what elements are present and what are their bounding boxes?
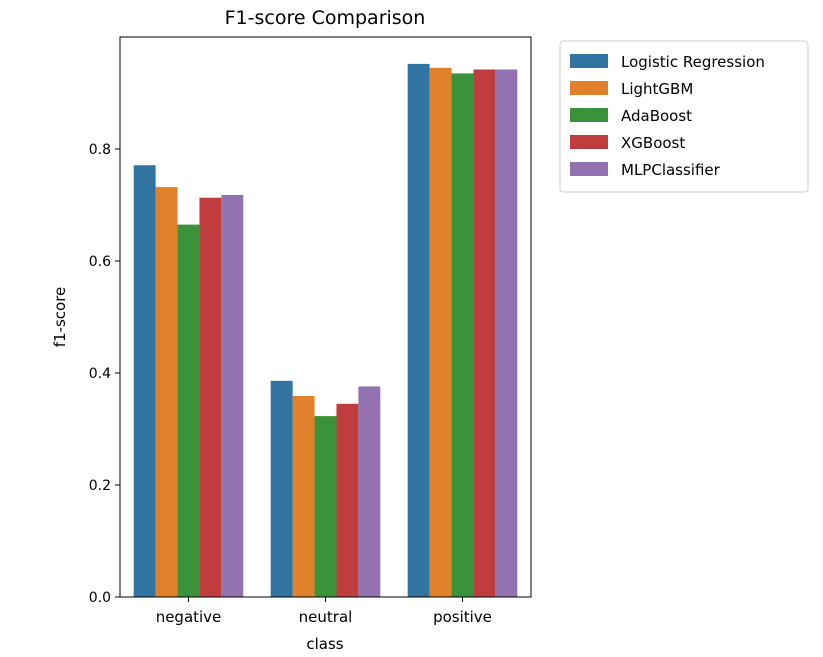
bar-logistic-regression-negative bbox=[133, 165, 156, 598]
plot-frame bbox=[119, 36, 532, 598]
legend: Logistic Regression LightGBM AdaBoost XGBoo… bbox=[559, 40, 809, 193]
bar-lightgbm-negative bbox=[155, 187, 178, 597]
legend-frame bbox=[559, 40, 809, 193]
bar-adaboost-neutral bbox=[314, 416, 337, 597]
legend-label: MLPClassifier bbox=[621, 161, 721, 179]
bar-adaboost-negative bbox=[177, 224, 200, 597]
chart-title: F1-score Comparison bbox=[225, 7, 426, 29]
x-axis-label: class bbox=[306, 635, 343, 653]
x-axis: negative neutral positive bbox=[156, 597, 492, 626]
y-axis-label: f1-score bbox=[51, 287, 69, 348]
legend-label: LightGBM bbox=[621, 80, 693, 98]
legend-label: Logistic Regression bbox=[621, 53, 765, 71]
bar-xgboost-negative bbox=[199, 197, 222, 597]
bar-mlpclassifier-negative bbox=[221, 194, 244, 598]
x-tick-label-negative: negative bbox=[156, 608, 222, 626]
legend-swatch-adaboost bbox=[570, 108, 608, 122]
y-tick-label: 0.8 bbox=[89, 142, 111, 158]
x-tick-label-positive: positive bbox=[433, 608, 492, 626]
x-tick-label-neutral: neutral bbox=[299, 608, 353, 626]
bar-adaboost-positive bbox=[451, 73, 474, 597]
bar-mlpclassifier-positive bbox=[495, 69, 518, 598]
y-axis: 0.0 0.2 0.4 0.6 0.8 bbox=[89, 142, 120, 606]
legend-label: AdaBoost bbox=[621, 107, 692, 125]
bar-xgboost-positive bbox=[473, 69, 496, 598]
legend-swatch-logistic-regression bbox=[570, 54, 608, 68]
bar-logistic-regression-neutral bbox=[270, 380, 293, 597]
bar-xgboost-neutral bbox=[336, 403, 359, 597]
bar-mlpclassifier-neutral bbox=[358, 386, 381, 597]
y-tick-label: 0.4 bbox=[89, 366, 111, 382]
bars-group bbox=[133, 63, 518, 598]
legend-swatch-xgboost bbox=[570, 135, 608, 149]
legend-swatch-mlpclassifier bbox=[570, 162, 608, 176]
legend-label: XGBoost bbox=[621, 134, 685, 152]
bar-logistic-regression-positive bbox=[407, 63, 430, 597]
y-tick-label: 0.0 bbox=[89, 590, 111, 606]
bar-lightgbm-positive bbox=[429, 67, 452, 598]
bar-lightgbm-neutral bbox=[292, 395, 315, 597]
y-tick-label: 0.6 bbox=[89, 254, 111, 270]
y-tick-label: 0.2 bbox=[89, 478, 111, 494]
legend-swatch-lightgbm bbox=[570, 81, 608, 95]
